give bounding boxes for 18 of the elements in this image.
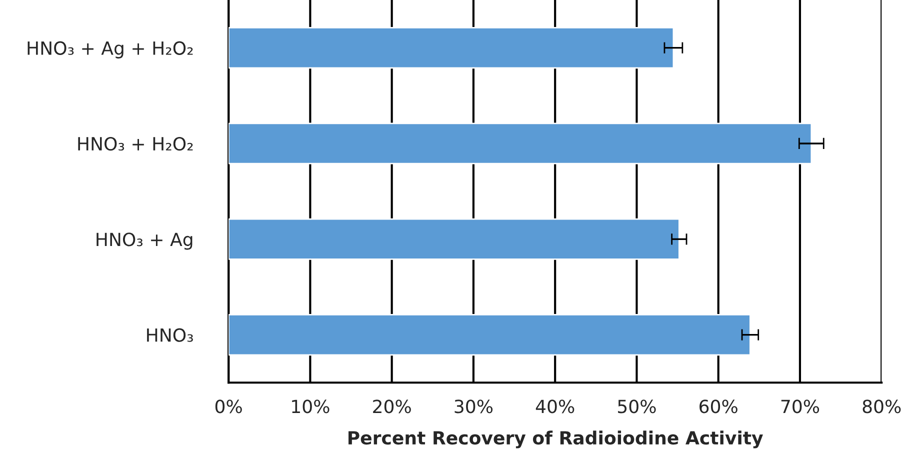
x-tick-label: 80% xyxy=(862,400,901,414)
y-tick-label: HNO₃ xyxy=(147,328,193,342)
bar xyxy=(228,27,674,69)
x-tick-label: 40% xyxy=(536,400,574,414)
x-tick-label: 30% xyxy=(454,400,493,414)
x-tick-label: 0% xyxy=(215,400,242,414)
x-tick-label: 70% xyxy=(781,400,820,414)
bar xyxy=(228,218,680,260)
y-tick-label: HNO₃ + Ag xyxy=(96,232,192,250)
x-tick-label: 20% xyxy=(373,400,411,414)
x-tick-label: 60% xyxy=(700,400,738,414)
x-tick-label: 50% xyxy=(618,400,656,414)
y-tick-label: HNO₃ + H₂O₂ xyxy=(78,136,193,151)
y-tick-label: HNO₃ + Ag + H₂O₂ xyxy=(28,41,193,58)
bar xyxy=(228,314,751,356)
x-axis-title: Percent Recovery of Radioiodine Activity xyxy=(348,430,763,448)
x-tick-label: 10% xyxy=(292,400,330,414)
bar xyxy=(228,122,812,164)
